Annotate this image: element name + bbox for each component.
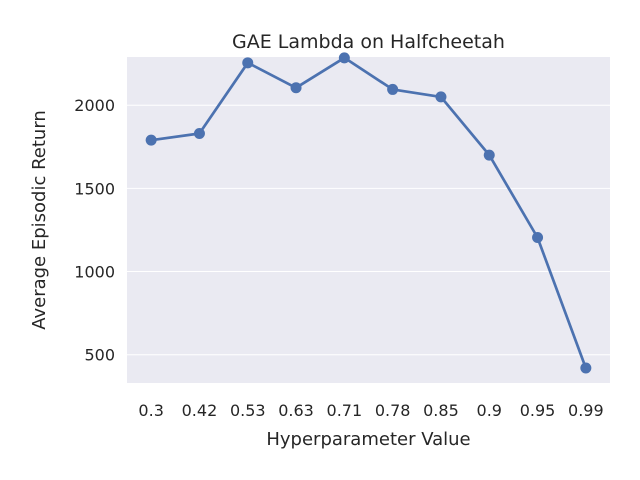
x-tick-label: 0.78: [375, 401, 411, 420]
data-point: [435, 91, 447, 103]
gridlines: [127, 104, 610, 356]
x-tick-label: 0.71: [327, 401, 363, 420]
plot-area: [127, 57, 610, 383]
x-tick-label: 0.42: [182, 401, 218, 420]
data-point: [483, 149, 495, 161]
y-axis-label: Average Episodic Return: [29, 110, 50, 330]
x-tick-label: 0.53: [230, 401, 266, 420]
y-tick-label: 1500: [74, 179, 115, 198]
x-tick-label: 0.63: [278, 401, 314, 420]
y-ticks: 500 1000 1500 2000: [74, 96, 115, 364]
x-tick-label: 0.3: [138, 401, 163, 420]
series-group: [145, 52, 592, 374]
data-point: [387, 83, 399, 95]
y-tick-label: 1000: [74, 263, 115, 282]
data-point: [193, 128, 205, 140]
series-line: [149, 56, 588, 370]
data-point: [242, 57, 254, 69]
x-axis-label: Hyperparameter Value: [266, 429, 470, 450]
data-point: [338, 52, 350, 64]
data-point: [532, 231, 544, 243]
x-ticks: 0.3 0.42 0.53 0.63 0.71 0.78 0.85 0.9 0.95 0.99: [138, 401, 603, 420]
data-point: [580, 362, 592, 374]
y-tick-label: 2000: [74, 96, 115, 115]
data-point: [145, 134, 157, 146]
x-tick-label: 0.95: [520, 401, 556, 420]
x-tick-label: 0.9: [477, 401, 502, 420]
chart-title: GAE Lambda on Halfcheetah: [232, 31, 505, 53]
data-point: [290, 82, 302, 94]
y-tick-label: 500: [84, 346, 115, 365]
x-tick-label: 0.85: [423, 401, 459, 420]
x-tick-label: 0.99: [568, 401, 604, 420]
